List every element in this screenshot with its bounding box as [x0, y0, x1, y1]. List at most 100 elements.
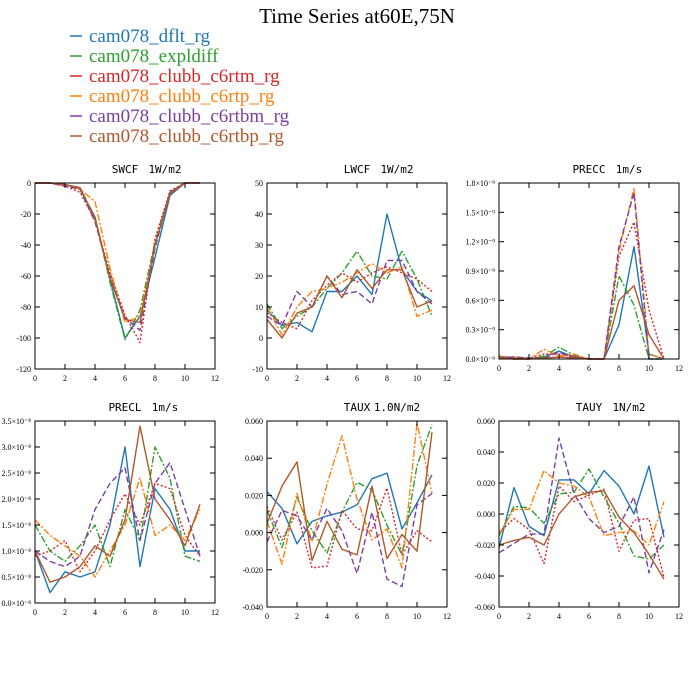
x-tick-label: 12 [443, 374, 451, 383]
series-line-4 [34, 477, 201, 578]
y-tick-label: 1.5×10⁻⁸ [1, 521, 31, 530]
series-line-4 [498, 469, 665, 546]
y-tick-label: -120 [16, 365, 31, 374]
x-tick-label: 12 [675, 364, 683, 373]
y-tick-label: 50 [255, 179, 263, 188]
series-line-2 [498, 468, 665, 560]
y-tick-label: -0.020 [474, 541, 495, 550]
x-tick-label: 4 [557, 612, 561, 621]
y-tick-label: 0.000 [477, 510, 495, 519]
series-line-2 [266, 424, 433, 556]
y-tick-label: 30 [255, 241, 263, 250]
y-tick-label: -40 [20, 241, 31, 250]
y-tick-label: 1.2×10⁻⁹ [465, 238, 495, 247]
panel-title: SWCF [112, 163, 139, 176]
legend-entry: cam078_clubb_c6rtp_rg [89, 86, 275, 107]
y-tick-label: 3.5×10⁻⁸ [1, 417, 31, 426]
y-tick-label: -0.040 [474, 572, 495, 581]
panel-units: 1W/m2 [148, 163, 181, 176]
panel-precc: PRECC 1m/s 0.0×10⁻⁹ 0.3×10⁻⁹ 0.6×10⁻⁹ 0.9×10⁻… [465, 163, 683, 373]
x-tick-label: 8 [153, 608, 157, 617]
x-tick-label: 10 [413, 374, 421, 383]
panel-title: TAUX [344, 401, 371, 414]
series-line-6 [498, 490, 665, 580]
y-tick-label: 0.040 [477, 448, 495, 457]
plot-frame [498, 420, 680, 608]
series-line-3 [35, 182, 200, 344]
series-line-6 [34, 425, 201, 583]
x-tick-label: 2 [295, 374, 299, 383]
x-tick-label: 0 [265, 612, 269, 621]
x-tick-label: 8 [153, 374, 157, 383]
y-tick-label: 0 [27, 179, 31, 188]
panel-title: TAUY [576, 401, 603, 414]
series-line-5 [498, 192, 664, 360]
x-tick-label: 10 [645, 364, 653, 373]
series-line-4 [35, 182, 200, 324]
x-tick-label: 0 [33, 608, 37, 617]
x-tick-label: 6 [355, 612, 359, 621]
x-tick-label: 6 [587, 612, 591, 621]
y-tick-label: 3.0×10⁻⁸ [1, 443, 31, 452]
plot-frame [266, 420, 448, 608]
legend-entry: cam078_expldiff [89, 46, 219, 67]
y-tick-label: 0.6×10⁻⁹ [465, 296, 495, 305]
y-tick-label: 0.020 [245, 491, 263, 500]
panel-units: 1.0N/m2 [374, 401, 420, 414]
series-line-3 [266, 487, 433, 569]
x-tick-label: 8 [617, 364, 621, 373]
series-line-3 [266, 266, 433, 330]
series-line-3 [498, 485, 665, 578]
x-tick-label: 12 [211, 374, 219, 383]
x-tick-label: 6 [123, 608, 127, 617]
y-tick-label: 2.5×10⁻⁸ [1, 469, 31, 478]
x-tick-label: 4 [93, 374, 97, 383]
y-tick-label: -100 [16, 334, 31, 343]
figure-title: Time Series at60E,75N [259, 4, 455, 28]
x-tick-label: 0 [497, 364, 501, 373]
x-tick-label: 10 [413, 612, 421, 621]
y-tick-label: 2.0×10⁻⁸ [1, 495, 31, 504]
y-tick-label: 1.5×10⁻⁹ [465, 208, 495, 217]
legend-entry: cam078_dflt_rg [89, 26, 211, 47]
y-tick-label: 0.060 [245, 417, 263, 426]
y-tick-label: -0.060 [474, 603, 495, 612]
y-tick-label: 0.0×10⁻⁹ [465, 355, 495, 364]
y-tick-label: 0.5×10⁻⁸ [1, 573, 31, 582]
series-line-4 [499, 187, 665, 360]
y-tick-label: -0.020 [242, 566, 263, 575]
x-tick-label: 0 [265, 374, 269, 383]
y-tick-label: 0.0×10⁻⁸ [1, 599, 31, 608]
y-tick-label: 1.0×10⁻⁸ [1, 547, 31, 556]
y-tick-label: -0.040 [242, 603, 263, 612]
x-tick-label: 6 [123, 374, 127, 383]
x-tick-label: 8 [385, 612, 389, 621]
x-tick-label: 2 [63, 374, 67, 383]
x-tick-label: 8 [617, 612, 621, 621]
y-tick-label: 10 [255, 303, 263, 312]
panel-title: LWCF [344, 163, 371, 176]
x-tick-label: 2 [527, 612, 531, 621]
y-tick-label: 0.9×10⁻⁹ [465, 267, 495, 276]
series-line-3 [498, 221, 665, 360]
series-line-6 [35, 182, 200, 324]
plot-frame [498, 182, 680, 360]
legend-entry: cam078_clubb_c6rtbp_rg [89, 126, 284, 147]
series-line-4 [266, 422, 433, 569]
plot-frame [34, 182, 216, 370]
series-line-3 [34, 482, 201, 573]
x-tick-label: 8 [385, 374, 389, 383]
panel-taux: TAUX 1.0N/m2 -0.040 -0.020 0.000 0.020 0.040 0.… [242, 401, 451, 621]
x-tick-label: 10 [181, 374, 189, 383]
y-tick-label: -80 [20, 303, 31, 312]
series-line-1 [498, 465, 665, 549]
series-line-5 [34, 461, 201, 568]
x-tick-label: 0 [497, 612, 501, 621]
y-tick-label: -20 [20, 210, 31, 219]
panel-title: PRECL [108, 401, 141, 414]
legend-entry: cam078_clubb_c6rtbm_rg [89, 106, 290, 127]
